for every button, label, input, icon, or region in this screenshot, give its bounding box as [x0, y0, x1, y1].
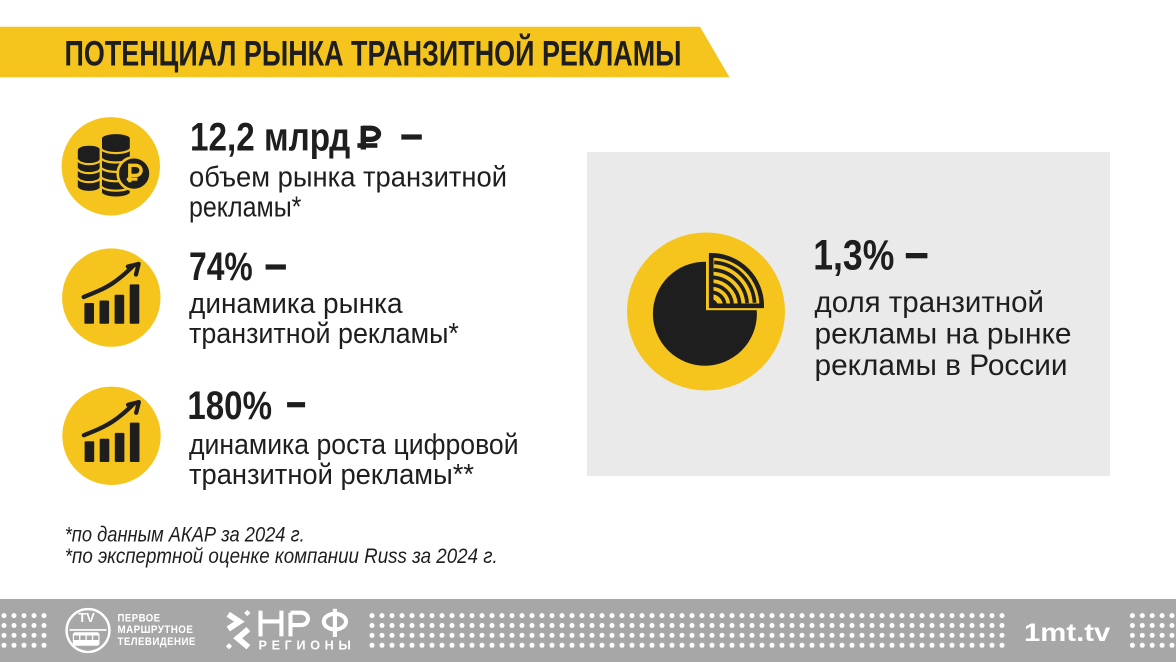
svg-text:МАРШРУТНОЕ: МАРШРУТНОЕ	[118, 624, 194, 636]
svg-text:ТЕЛЕВИДЕНИЕ: ТЕЛЕВИДЕНИЕ	[118, 636, 196, 648]
svg-text:*по данным АКАР за 2024 г.: *по данным АКАР за 2024 г.	[65, 524, 305, 547]
svg-text:180%: 180%	[187, 384, 272, 428]
svg-text:динамика рынка: динамика рынка	[189, 288, 403, 320]
svg-text:динамика роста цифровой: динамика роста цифровой	[189, 429, 519, 461]
svg-text:74%: 74%	[189, 245, 253, 289]
svg-text:транзитной рекламы*: транзитной рекламы*	[189, 318, 459, 350]
svg-text:объем рынка транзитной: объем рынка транзитной	[189, 162, 507, 194]
svg-text:рекламы на рынке: рекламы на рынке	[815, 318, 1072, 351]
svg-text:12,2 млрд: 12,2 млрд	[190, 116, 350, 160]
svg-text:1mt.tv: 1mt.tv	[1024, 619, 1110, 647]
svg-text:*по экспертной оценке компании: *по экспертной оценке компании Russ за 2…	[65, 545, 498, 568]
svg-text:TV: TV	[78, 610, 95, 625]
svg-text:1,3%: 1,3%	[813, 232, 894, 279]
svg-text:транзитной рекламы**: транзитной рекламы**	[189, 459, 474, 491]
svg-text:рекламы*: рекламы*	[189, 192, 301, 224]
svg-text:ПОТЕНЦИАЛ РЫНКА ТРАНЗИТНОЙ РЕК: ПОТЕНЦИАЛ РЫНКА ТРАНЗИТНОЙ РЕКЛАМЫ	[65, 33, 682, 73]
svg-text:ПЕРВОЕ: ПЕРВОЕ	[118, 613, 161, 625]
svg-text:рекламы в России: рекламы в России	[815, 349, 1068, 382]
svg-text:доля транзитной: доля транзитной	[815, 286, 1045, 319]
